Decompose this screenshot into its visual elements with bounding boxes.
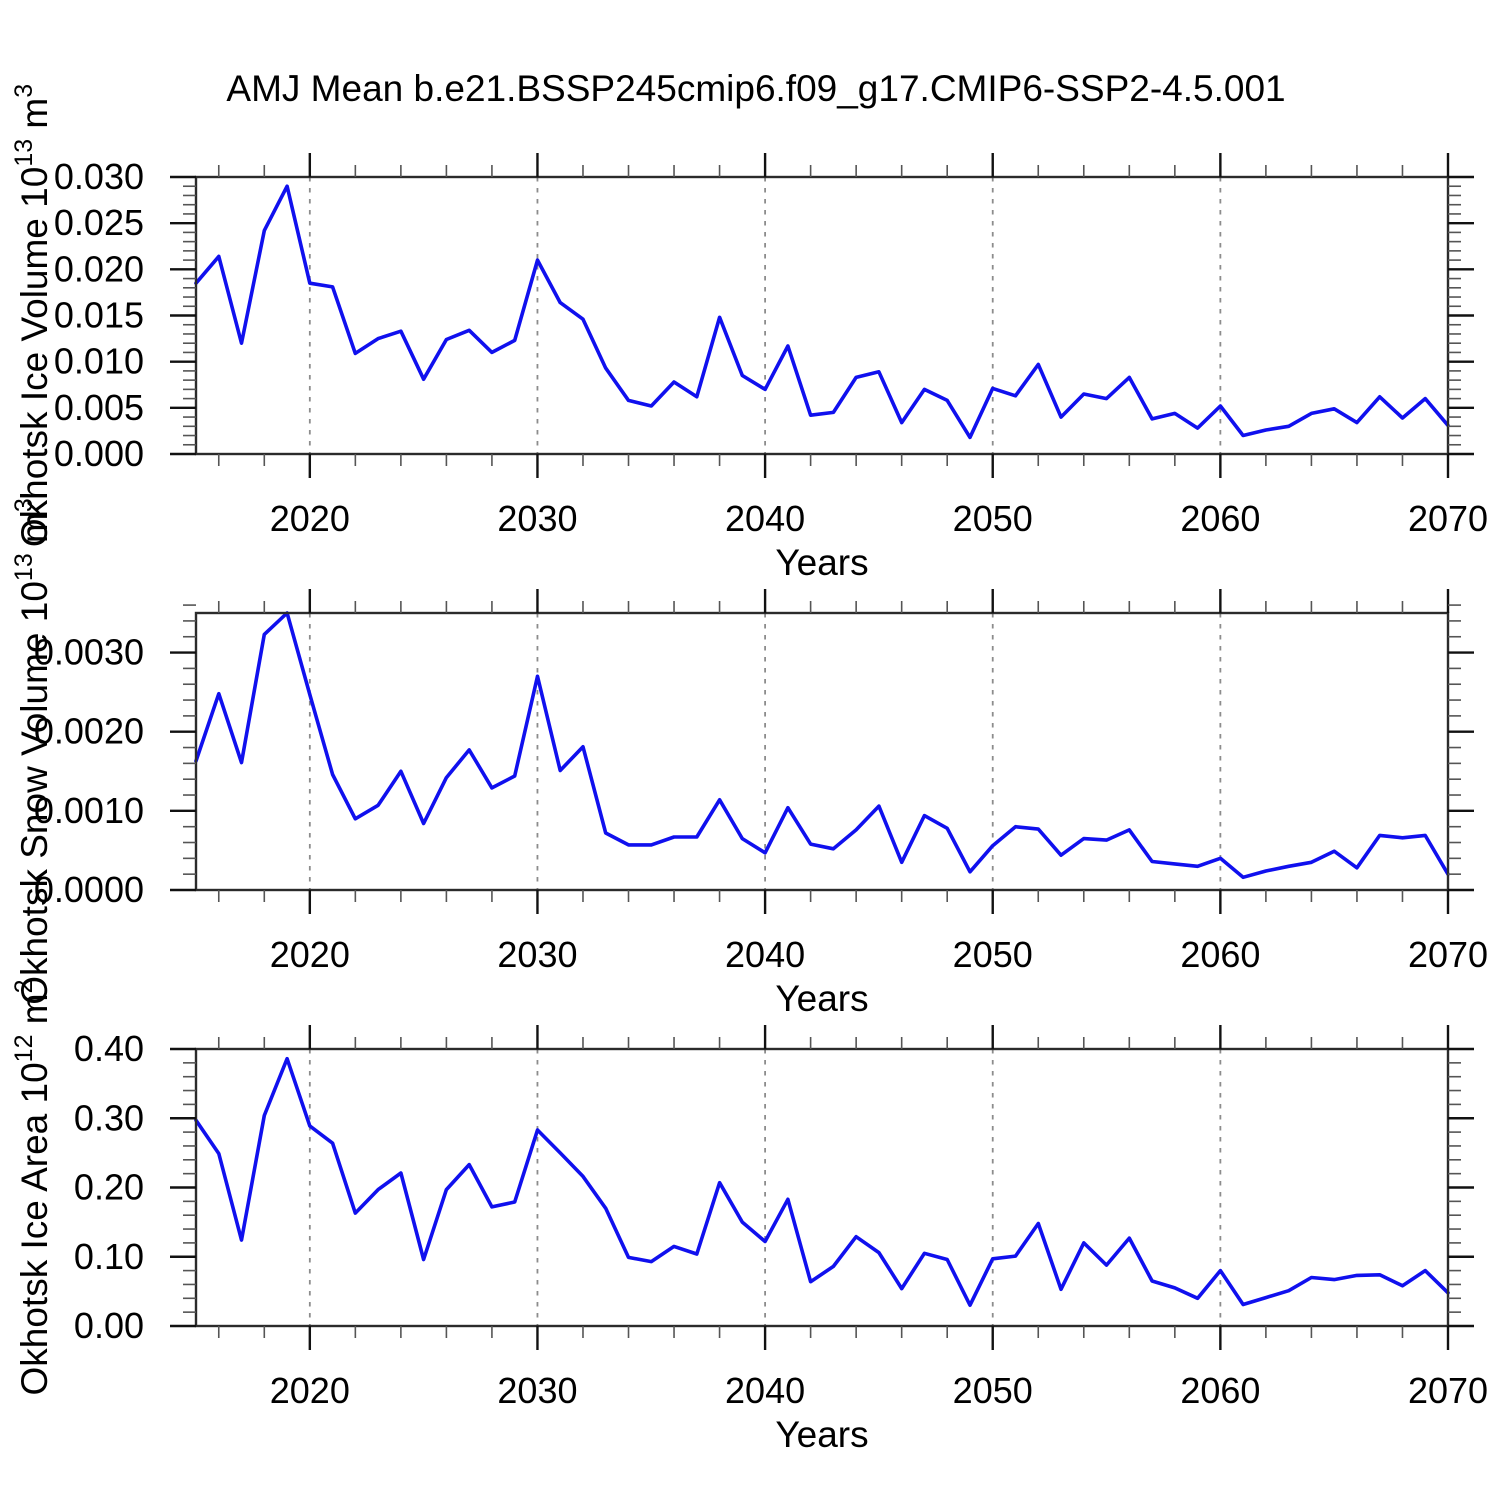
x-tick-label-2030: 2030	[497, 498, 577, 539]
x-axis-title-ice-area: Years	[775, 1414, 868, 1455]
x-tick-label-2050: 2050	[953, 498, 1033, 539]
y-tick-label-0.030: 0.030	[54, 156, 144, 197]
x-gridlines-ice-area	[308, 1049, 1222, 1326]
y-tick-label-0.005: 0.005	[54, 387, 144, 428]
y-tick-label-0.0010: 0.0010	[34, 790, 144, 831]
y-tick-label-0.000: 0.000	[54, 433, 144, 474]
y-tick-label-0.10: 0.10	[74, 1236, 144, 1277]
x-tick-label-2060: 2060	[1180, 1370, 1260, 1411]
x-gridlines-ice-volume	[308, 177, 1222, 454]
y-tick-label-0.020: 0.020	[54, 248, 144, 289]
x-tick-label-2020: 2020	[270, 934, 350, 975]
y-tick-label-0.20: 0.20	[74, 1167, 144, 1208]
x-tick-labels-ice-volume: 2020 2030 2040 2050 2060 2070	[270, 498, 1488, 539]
y-axis-title-ice-volume: Okhotsk Ice Volume 1013 m3	[10, 84, 55, 547]
x-tick-labels-ice-area: 2020 2030 2040 2050 2060 2070	[270, 1370, 1488, 1411]
x-tick-label-2070: 2070	[1408, 498, 1488, 539]
x-tick-label-2070: 2070	[1408, 1370, 1488, 1411]
x-tick-label-2050: 2050	[953, 934, 1033, 975]
x-ticks-ice-area	[217, 1025, 1450, 1350]
x-tick-label-2030: 2030	[497, 1370, 577, 1411]
plot-frame-snow-volume	[194, 611, 1450, 892]
x-tick-label-2070: 2070	[1408, 934, 1488, 975]
x-axis-title-snow-volume: Years	[775, 978, 868, 1019]
y-tick-label-0.015: 0.015	[54, 295, 144, 336]
x-gridlines-snow-volume	[308, 613, 1222, 890]
y-tick-label-0.025: 0.025	[54, 202, 144, 243]
series-line-snow-volume	[194, 611, 1450, 880]
x-tick-label-2050: 2050	[953, 1370, 1033, 1411]
x-ticks-ice-volume	[217, 153, 1450, 478]
y-tick-label-0.30: 0.30	[74, 1097, 144, 1138]
y-tick-label-0.00: 0.00	[74, 1305, 144, 1346]
y-tick-labels-ice-area: 0.00 0.10 0.20 0.30 0.40	[74, 1028, 144, 1346]
y-axis-title-snow-volume: Okhotsk Snow Volume 1013 m3	[10, 498, 55, 1005]
y-tick-label-0.0000: 0.0000	[34, 869, 144, 910]
y-tick-labels-ice-volume: 0.000 0.005 0.010 0.015 0.020 0.025 0.030	[54, 156, 144, 474]
y-tick-label-0.0030: 0.0030	[34, 632, 144, 673]
x-tick-label-2040: 2040	[725, 498, 805, 539]
panel-ice-volume: 2020 2030 2040 2050 2060 20700.0000.0050.0100…	[10, 84, 1488, 583]
x-tick-label-2040: 2040	[725, 1370, 805, 1411]
chart-title: AMJ Mean b.e21.BSSP245cmip6.f09_g17.CMIP…	[226, 68, 1285, 109]
y-tick-label-0.0020: 0.0020	[34, 711, 144, 752]
panels: 2020 2030 2040 2050 2060 20700.0000.0050.0100…	[10, 84, 1488, 1455]
series-line-ice-volume	[194, 184, 1450, 440]
series-line-ice-area	[194, 1056, 1450, 1307]
y-axis-title-ice-area: Okhotsk Ice Area 1012 m2	[10, 979, 55, 1395]
x-tick-label-2020: 2020	[270, 498, 350, 539]
x-axis-title-ice-volume: Years	[775, 542, 868, 583]
y-ticks-ice-area	[170, 1047, 1474, 1328]
x-tick-label-2060: 2060	[1180, 934, 1260, 975]
x-tick-labels-snow-volume: 2020 2030 2040 2050 2060 2070	[270, 934, 1488, 975]
panel-ice-area: 2020 2030 2040 2050 2060 2070 0.00 0.10 0.20 0.30…	[10, 979, 1488, 1455]
y-ticks-snow-volume	[170, 604, 1474, 892]
y-tick-label-0.40: 0.40	[74, 1028, 144, 1069]
x-tick-label-2020: 2020	[270, 1370, 350, 1411]
x-tick-label-2060: 2060	[1180, 498, 1260, 539]
x-tick-label-2030: 2030	[497, 934, 577, 975]
y-tick-labels-snow-volume: 0.0000 0.0010 0.0020 0.0030	[34, 632, 144, 910]
x-ticks-snow-volume	[217, 589, 1450, 914]
panel-snow-volume: 2020 2030 2040 2050 2060 20700.00000.00100.00…	[10, 498, 1488, 1019]
y-tick-label-0.010: 0.010	[54, 341, 144, 382]
y-ticks-ice-volume	[170, 175, 1474, 456]
x-tick-label-2040: 2040	[725, 934, 805, 975]
